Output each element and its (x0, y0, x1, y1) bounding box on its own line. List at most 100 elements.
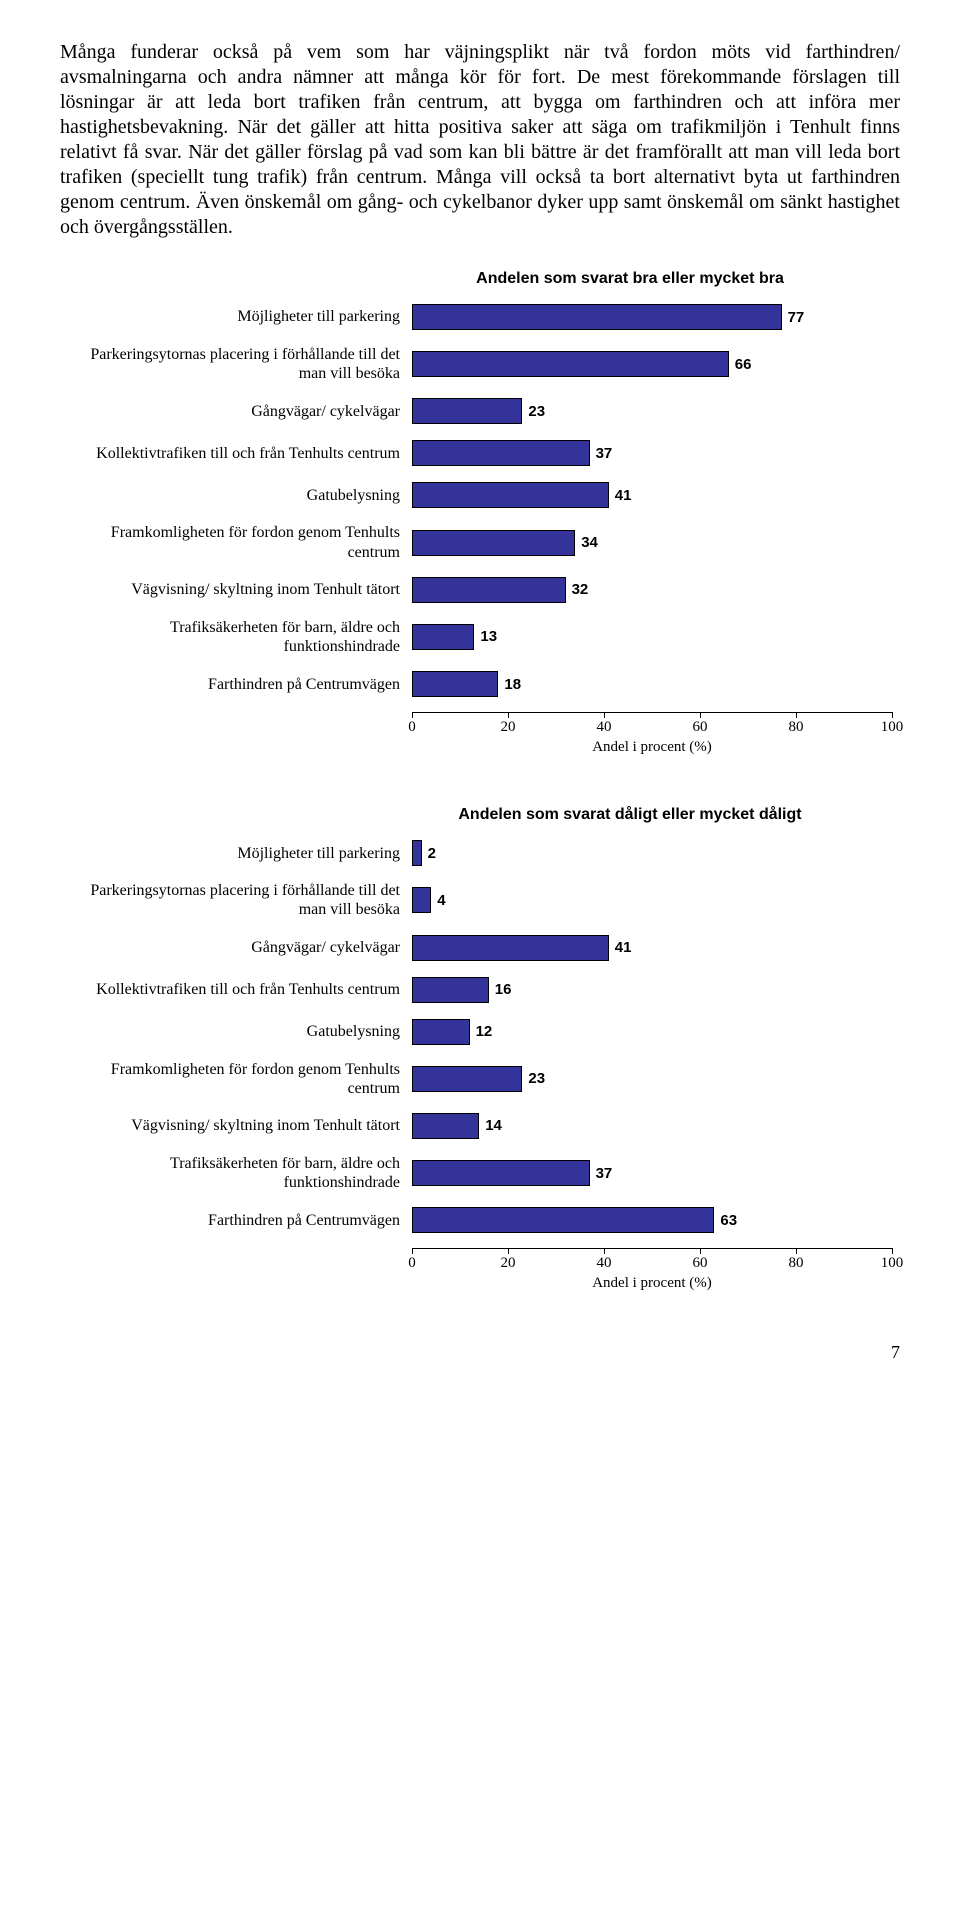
chart-bad-bar (412, 1160, 590, 1186)
chart-bad-row: Gatubelysning12 (60, 1018, 900, 1046)
chart-good-bar (412, 530, 575, 556)
chart-bad-label: Parkeringsytornas placering i förhålland… (60, 881, 412, 919)
chart-bad-row: Parkeringsytornas placering i förhålland… (60, 881, 900, 919)
chart-bad-value: 16 (495, 981, 512, 998)
chart-good-value: 41 (615, 487, 632, 504)
chart-good-row: Kollektivtrafiken till och från Tenhults… (60, 439, 900, 467)
chart-bad-plot: 41 (412, 934, 892, 962)
chart-bad-label: Möjligheter till parkering (60, 844, 412, 863)
chart-good-plot: 41 (412, 481, 892, 509)
chart-bad-bar (412, 840, 422, 866)
chart-bad-label: Vägvisning/ skyltning inom Tenhult tätor… (60, 1116, 412, 1135)
chart-bad-value: 12 (476, 1023, 493, 1040)
chart-good-tick-label: 20 (501, 719, 516, 736)
chart-bad-bar (412, 1113, 479, 1139)
chart-good-label: Parkeringsytornas placering i förhålland… (60, 345, 412, 383)
chart-good-plot: 23 (412, 397, 892, 425)
chart-bad-row: Möjligheter till parkering 2 (60, 839, 900, 867)
chart-bad-tick-label: 60 (693, 1255, 708, 1272)
chart-good-row: Framkomligheten för fordon genom Tenhult… (60, 523, 900, 561)
chart-bad-row: Kollektivtrafiken till och från Tenhults… (60, 976, 900, 1004)
chart-bad-label: Farthindren på Centrumvägen (60, 1211, 412, 1230)
chart-good-label: Kollektivtrafiken till och från Tenhults… (60, 444, 412, 463)
chart-good-label: Gatubelysning (60, 486, 412, 505)
chart-good-row: Vägvisning/ skyltning inom Tenhult tätor… (60, 576, 900, 604)
chart-good-row: Gatubelysning 41 (60, 481, 900, 509)
chart-good-row: Farthindren på Centrumvägen18 (60, 670, 900, 698)
chart-bad-plot: 2 (412, 839, 892, 867)
chart-bad-plot: 37 (412, 1159, 892, 1187)
chart-good-value: 37 (596, 445, 613, 462)
chart-bad-plot: 16 (412, 976, 892, 1004)
chart-bad-row: Vägvisning/ skyltning inom Tenhult tätor… (60, 1112, 900, 1140)
chart-bad-value: 63 (720, 1212, 737, 1229)
chart-good-bar (412, 351, 729, 377)
chart-bad-bar (412, 935, 609, 961)
chart-bad-plot: 14 (412, 1112, 892, 1140)
chart-bad-value: 14 (485, 1117, 502, 1134)
page-number: 7 (60, 1342, 900, 1363)
chart-bad-value: 23 (528, 1070, 545, 1087)
chart-bad-row: Gångvägar/ cykelvägar 41 (60, 934, 900, 962)
chart-good-bar (412, 577, 566, 603)
chart-good-label: Farthindren på Centrumvägen (60, 675, 412, 694)
chart-bad-tick-label: 0 (408, 1255, 416, 1272)
chart-good-row: Gångvägar/ cykelvägar23 (60, 397, 900, 425)
chart-bad-value: 37 (596, 1165, 613, 1182)
chart-bad-bar (412, 977, 489, 1003)
chart-good-plot: 34 (412, 529, 892, 557)
chart-good-label: Möjligheter till parkering (60, 307, 412, 326)
chart-bad-tick-label: 100 (881, 1255, 904, 1272)
chart-good-value: 66 (735, 356, 752, 373)
chart-bad-label: Gångvägar/ cykelvägar (60, 938, 412, 957)
chart-bad-plot: 23 (412, 1065, 892, 1093)
chart-bad-axis-label: Andel i procent (%) (412, 1275, 892, 1292)
chart-good: Andelen som svarat bra eller mycket bra … (60, 270, 900, 756)
chart-good-tick-label: 100 (881, 719, 904, 736)
chart-good-plot: 18 (412, 670, 892, 698)
chart-bad-value: 41 (615, 939, 632, 956)
chart-good-row: Möjligheter till parkering 77 (60, 303, 900, 331)
chart-bad-row: Trafiksäkerheten för barn, äldre och fun… (60, 1154, 900, 1192)
chart-bad: Andelen som svarat dåligt eller mycket d… (60, 806, 900, 1292)
chart-bad-label: Framkomligheten för fordon genom Tenhult… (60, 1060, 412, 1098)
chart-good-value: 32 (572, 581, 589, 598)
chart-bad-bar (412, 887, 431, 913)
chart-good-value: 77 (788, 309, 805, 326)
chart-good-tick-label: 0 (408, 719, 416, 736)
chart-bad-row: Framkomligheten för fordon genom Tenhult… (60, 1060, 900, 1098)
chart-bad-value: 2 (428, 845, 436, 862)
chart-bad-tick-label: 40 (597, 1255, 612, 1272)
chart-bad-row: Farthindren på Centrumvägen 63 (60, 1206, 900, 1234)
chart-good-label: Vägvisning/ skyltning inom Tenhult tätor… (60, 580, 412, 599)
chart-good-plot: 13 (412, 623, 892, 651)
chart-bad-title: Andelen som svarat dåligt eller mycket d… (360, 806, 900, 824)
chart-good-tick-label: 80 (789, 719, 804, 736)
chart-good-row: Trafiksäkerheten för barn, äldre och fun… (60, 618, 900, 656)
chart-good-value: 23 (528, 403, 545, 420)
body-paragraph: Många funderar också på vem som har väjn… (60, 40, 900, 240)
chart-good-tick-label: 60 (693, 719, 708, 736)
chart-good-label: Trafiksäkerheten för barn, äldre och fun… (60, 618, 412, 656)
chart-bad-plot: 4 (412, 886, 892, 914)
chart-good-bar (412, 304, 782, 330)
chart-good-plot: 37 (412, 439, 892, 467)
chart-good-tick-label: 40 (597, 719, 612, 736)
chart-bad-value: 4 (437, 892, 445, 909)
chart-good-value: 13 (480, 628, 497, 645)
chart-bad-label: Trafiksäkerheten för barn, äldre och fun… (60, 1154, 412, 1192)
chart-bad-bar (412, 1066, 522, 1092)
chart-good-axis-label: Andel i procent (%) (412, 739, 892, 756)
chart-good-bar (412, 398, 522, 424)
chart-bad-bar (412, 1019, 470, 1045)
chart-bad-bar (412, 1207, 714, 1233)
chart-bad-tick-label: 80 (789, 1255, 804, 1272)
chart-good-axis: 020406080100 Andel i procent (%) (412, 712, 892, 756)
chart-good-label: Framkomligheten för fordon genom Tenhult… (60, 523, 412, 561)
chart-good-bar (412, 624, 474, 650)
chart-bad-axis: 020406080100 Andel i procent (%) (412, 1248, 892, 1292)
chart-good-plot: 66 (412, 350, 892, 378)
chart-good-value: 34 (581, 534, 598, 551)
chart-bad-label: Kollektivtrafiken till och från Tenhults… (60, 980, 412, 999)
chart-good-row: Parkeringsytornas placering i förhålland… (60, 345, 900, 383)
